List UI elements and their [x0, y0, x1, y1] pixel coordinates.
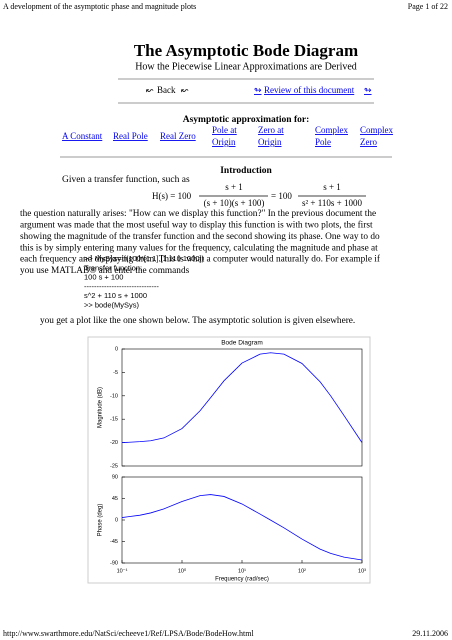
review-arrow: ↬ — [364, 85, 372, 95]
eq-mid: = 100 — [271, 191, 292, 201]
eq-den: (s + 10)(s + 100) — [204, 198, 265, 208]
code-block: >> MySys=tf(100*[1 1],[1 110 1000])Trans… — [84, 254, 205, 310]
approx-link[interactable]: Origin — [258, 137, 282, 147]
back-link[interactable]: Back — [157, 85, 176, 95]
approx-link[interactable]: Complex — [360, 125, 393, 135]
approx-link[interactable]: A Constant — [62, 131, 103, 141]
y-tick-label: -15 — [110, 417, 118, 423]
header-right: Page 1 of 22 — [408, 2, 448, 11]
y-tick-label: -45 — [110, 539, 118, 545]
code-line: 100 s + 100 — [84, 273, 123, 282]
footer-date: 29.11.2006 — [412, 629, 448, 638]
code-line: >> MySys=tf(100*[1 1],[1 110 1000]) — [84, 254, 205, 263]
paragraph-line: argument was made that the most useful w… — [20, 220, 373, 231]
x-tick-label: 10⁰ — [178, 567, 187, 574]
code-line: >> bode(MySys) — [84, 300, 140, 309]
paragraph-line: each frequency and displaying them. This… — [20, 254, 381, 265]
curve — [121, 494, 363, 561]
code-line: s^2 + 110 s + 1000 — [84, 291, 147, 300]
code-line: ------------------------------ — [84, 282, 159, 291]
y-axis-label: Magnitude (dB) — [98, 387, 104, 428]
plot-title: Bode Diagram — [221, 340, 263, 347]
approx-link[interactable]: Complex — [315, 125, 348, 135]
y-tick-label: -10 — [110, 393, 118, 399]
intro-heading: Introduction — [220, 166, 272, 176]
approx-heading: Asymptotic approximation for: — [183, 115, 309, 125]
axes-box — [121, 476, 363, 564]
paragraph-line: the question naturally arises: "How can … — [20, 208, 376, 219]
approx-link[interactable]: Origin — [212, 137, 236, 147]
intro-lead: Given a transfer function, such as — [62, 174, 190, 185]
footer-url: http://www.swarthmore.edu/NatSci/echeeve… — [3, 629, 254, 638]
y-tick-label: -20 — [110, 440, 118, 446]
x-tick-label: 10² — [298, 568, 306, 574]
paragraph-line: you use MATLAB® and enter the commands — [20, 265, 190, 276]
y-tick-label: -5 — [113, 370, 118, 376]
bode-figure: Bode Diagram 0 -5 -10 -15 -20 -25 Magnitude (dB… — [98, 340, 367, 583]
y-tick-label: 0 — [115, 346, 118, 352]
eq-num: s + 1 — [323, 182, 341, 192]
paragraph-line: showing the magnitude of the transfer fu… — [20, 231, 380, 242]
back-arrow: ↜ — [146, 85, 154, 95]
approx-link[interactable]: Pole — [315, 137, 331, 147]
x-tick-label: 10⁻¹ — [117, 568, 128, 574]
y-tick-label: 45 — [112, 496, 118, 502]
approx-link[interactable]: Pole at — [212, 125, 237, 135]
review-arrow: ↬ — [254, 85, 262, 95]
y-tick-label: -90 — [110, 560, 118, 566]
y-tick-label: 0 — [115, 517, 118, 523]
paragraph: the question naturally arises: "How can … — [20, 208, 381, 276]
after-text: you get a plot like the one shown below.… — [40, 316, 355, 326]
review-link[interactable]: Review of this document — [264, 85, 355, 95]
x-axis-label: Frequency (rad/sec) — [215, 577, 269, 583]
y-tick-label: -25 — [110, 463, 118, 469]
approx-link[interactable]: Real Zero — [160, 131, 196, 141]
x-tick-label: 10³ — [358, 568, 366, 574]
y-tick-label: 90 — [112, 474, 118, 480]
y-axis-label: Phase (deg) — [98, 504, 104, 537]
x-tick-label: 10¹ — [238, 568, 246, 574]
curve — [121, 352, 363, 443]
approx-link[interactable]: Zero — [360, 137, 377, 147]
axes-box — [121, 348, 363, 467]
subtitle: How the Piecewise Linear Approximations … — [135, 61, 357, 72]
eq-lhs: H(s) = 100 — [152, 191, 192, 201]
approx-links: A Constant Real Pole Real Zero Pole at Origi… — [62, 125, 393, 147]
header-left: A development of the asymptotic phase an… — [3, 2, 196, 11]
back-arrow: ↜ — [181, 85, 189, 95]
title: The Asymptotic Bode Diagram — [134, 41, 358, 60]
approx-link[interactable]: Real Pole — [113, 131, 148, 141]
eq-num: s + 1 — [225, 182, 243, 192]
code-line: Transfer function: — [84, 263, 142, 272]
eq-den: s² + 110s + 1000 — [302, 198, 363, 208]
equation: H(s) = 100 s + 1 (s + 10)(s + 100) = 100… — [152, 182, 366, 208]
paragraph-line: this is by simply entering many values f… — [20, 242, 378, 253]
approx-link[interactable]: Zero at — [258, 125, 284, 135]
